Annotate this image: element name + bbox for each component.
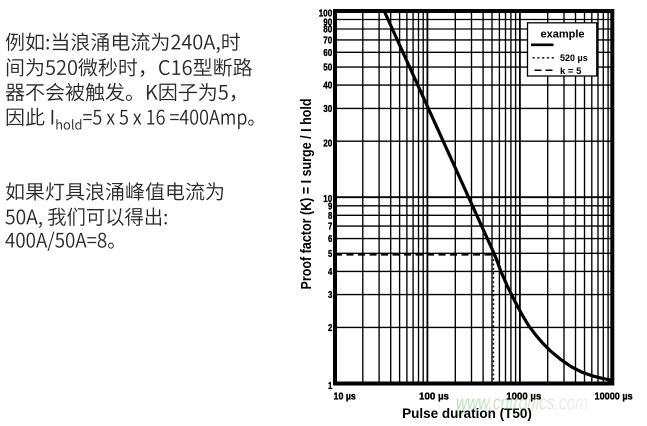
svg-text:7: 7 [328,222,333,233]
svg-text:2: 2 [328,323,333,334]
svg-text:Proof factor (K) = I surge / I: Proof factor (K) = I surge / I hold [298,99,315,290]
svg-text:10000 µs: 10000 µs [595,391,633,402]
svg-text:90: 90 [323,18,332,29]
svg-text:10: 10 [323,194,332,205]
svg-text:3: 3 [328,290,333,301]
svg-text:8: 8 [328,211,333,222]
svg-text:Pulse duration (T50): Pulse duration (T50) [402,406,532,421]
svg-text:100 µs: 100 µs [419,391,449,402]
svg-text:30: 30 [323,104,332,115]
svg-text:4: 4 [328,267,333,278]
svg-text:www.cntronics.com: www.cntronics.com [456,393,588,415]
svg-text:50: 50 [323,63,332,74]
svg-text:20: 20 [323,138,332,149]
svg-text:80: 80 [323,25,332,36]
svg-text:9: 9 [328,201,333,212]
svg-text:40: 40 [323,81,332,92]
svg-text:520 µs: 520 µs [560,53,588,63]
svg-text:60: 60 [323,48,332,59]
svg-text:example: example [540,29,584,41]
svg-text:100: 100 [319,9,333,20]
svg-text:10 µs: 10 µs [334,391,357,402]
svg-text:1000 µs: 1000 µs [506,391,541,402]
svg-text:1: 1 [328,381,333,392]
svg-text:5: 5 [328,249,333,260]
svg-text:70: 70 [323,36,332,47]
svg-text:6: 6 [328,234,333,245]
svg-text:k = 5: k = 5 [560,66,582,77]
